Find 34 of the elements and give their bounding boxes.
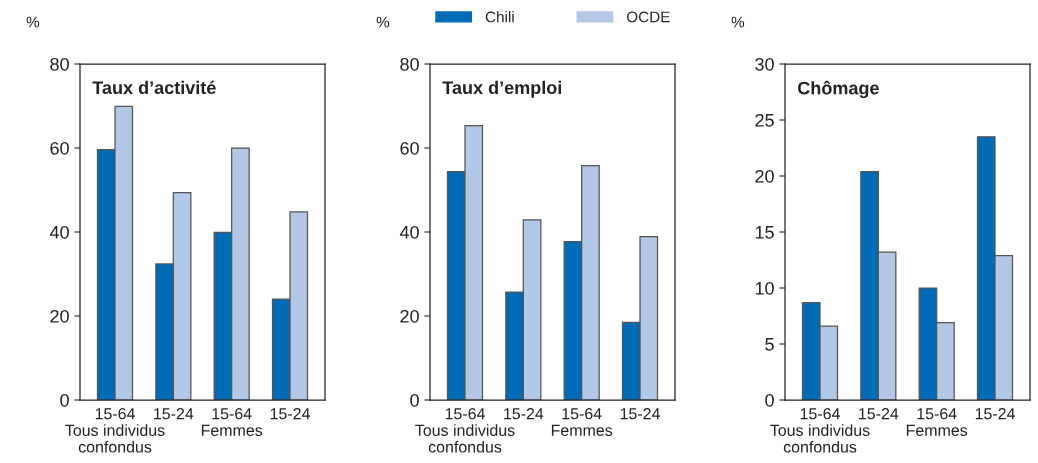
- y-axis-title: %: [376, 16, 390, 28]
- y-tick-label: 0: [60, 393, 69, 407]
- y-tick-label: 80: [400, 57, 419, 71]
- y-tick-label: 60: [400, 141, 419, 155]
- y-tick-label: 0: [765, 393, 774, 407]
- y-tick-label: 60: [50, 141, 69, 155]
- x-tick-label: 15-24: [270, 408, 310, 420]
- text: Taux d’activité: [92, 80, 216, 95]
- y-tick-label: 80: [50, 57, 69, 71]
- x-tick-label: 15-24: [859, 408, 899, 420]
- y-tick-label: 25: [755, 113, 774, 127]
- legend-label: OCDE: [626, 11, 670, 23]
- x-tick-label: 15-24: [504, 408, 544, 420]
- y-tick-label: 30: [755, 57, 774, 71]
- y-axis-title: %: [731, 16, 745, 28]
- y-tick-label: 20: [755, 169, 774, 183]
- x-tick-label: 15-64 Femmes: [551, 408, 613, 436]
- y-tick-label: 15: [755, 226, 774, 239]
- text: Taux d’emploi: [442, 80, 562, 98]
- x-tick-label: 15-24: [154, 408, 194, 420]
- y-tick-label: 10: [755, 281, 774, 295]
- legend-label: Chili: [485, 11, 514, 23]
- y-axis-title: %: [26, 16, 40, 28]
- y-tick-label: 40: [49, 225, 69, 239]
- x-tick-label: 15-24: [620, 408, 660, 420]
- x-tick-label: 15-64 Femmes: [201, 408, 263, 436]
- text: Chômage: [797, 80, 879, 99]
- x-tick-label: 15-64 Femmes: [906, 408, 968, 436]
- y-tick-label: 0: [410, 393, 419, 407]
- x-tick-label: 15-24: [975, 408, 1015, 420]
- y-tick-label: 20: [50, 309, 69, 323]
- y-tick-label: 40: [399, 225, 419, 239]
- y-tick-label: 20: [400, 309, 419, 323]
- y-tick-label: 5: [765, 338, 774, 351]
